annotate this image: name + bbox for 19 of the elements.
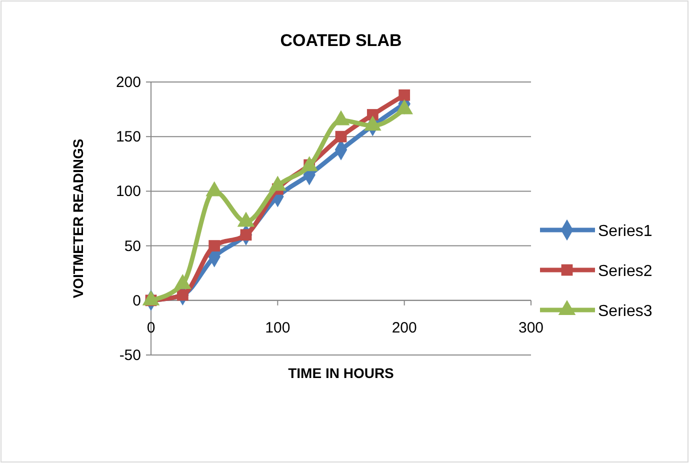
y-tick-label: 50 — [124, 238, 141, 255]
y-axis-title: VOITMETER READINGS — [70, 138, 86, 298]
y-tick-label: -50 — [119, 347, 141, 364]
x-tick-label: 100 — [265, 319, 290, 336]
legend-label: Series1 — [598, 223, 652, 240]
point — [398, 89, 410, 101]
y-tick-label: 200 — [116, 74, 141, 91]
y-tick-label: 100 — [116, 183, 141, 200]
chart-title: COATED SLAB — [280, 31, 402, 50]
y-tick-label: 0 — [132, 292, 141, 310]
point — [208, 240, 220, 252]
x-tick-label: 0 — [146, 319, 156, 336]
x-tick-label: 200 — [392, 319, 417, 336]
x-tick-label: 300 — [518, 319, 544, 336]
legend-label: Series3 — [598, 303, 652, 320]
x-axis-title: TIME IN HOURS — [288, 365, 394, 381]
legend-label: Series2 — [598, 263, 652, 280]
y-tick-label: 150 — [116, 128, 141, 146]
point — [335, 130, 347, 142]
